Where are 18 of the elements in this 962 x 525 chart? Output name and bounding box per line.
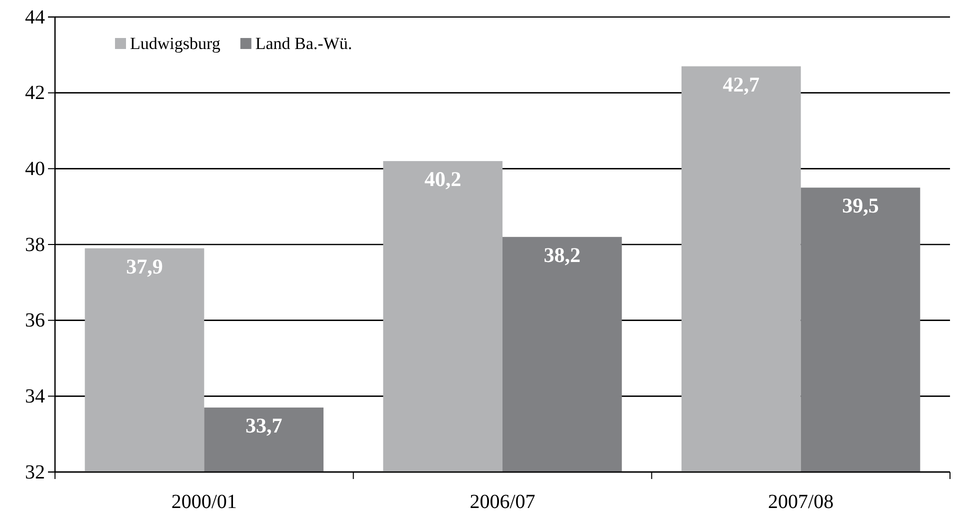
- data-label: 33,7: [245, 414, 282, 438]
- y-tick-label: 36: [25, 310, 45, 332]
- x-tick-label: 2007/08: [768, 491, 834, 513]
- y-tick-label: 32: [25, 461, 45, 484]
- y-tick-label: 38: [25, 234, 45, 256]
- data-label: 42,7: [722, 72, 760, 96]
- data-label: 38,2: [544, 242, 581, 267]
- data-label: 40,2: [424, 167, 462, 192]
- y-tick-label: 34: [25, 386, 45, 408]
- data-label: 39,5: [842, 194, 879, 218]
- y-tick-label: 42: [25, 82, 45, 104]
- y-tick-label: 40: [25, 158, 45, 180]
- x-tick-label: 2000/01: [171, 491, 237, 513]
- data-label: 37,9: [126, 254, 163, 278]
- legend-label: Land Ba.-Wü.: [255, 34, 352, 53]
- y-tick-label: 44: [25, 6, 45, 28]
- legend-label: Ludwigsburg: [130, 34, 221, 53]
- x-tick-label: 2006/07: [470, 491, 536, 513]
